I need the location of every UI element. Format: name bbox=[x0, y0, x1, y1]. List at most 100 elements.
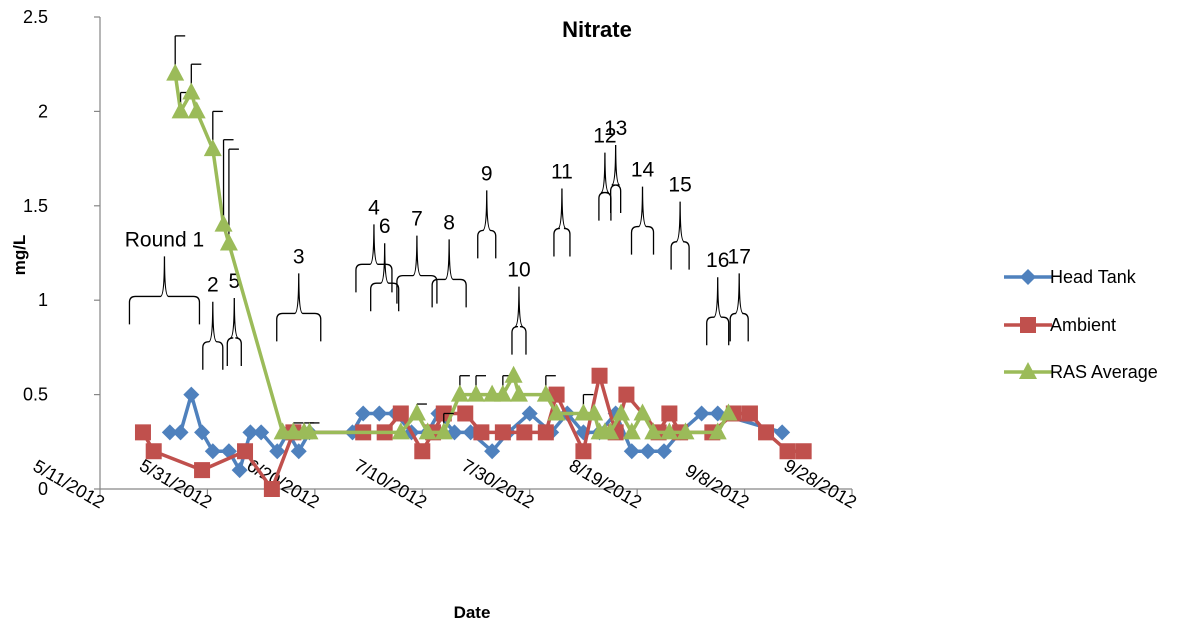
x-tick-label: 9/8/2012 bbox=[682, 460, 753, 512]
data-point bbox=[371, 405, 388, 422]
data-point bbox=[644, 422, 663, 440]
data-point bbox=[547, 403, 566, 421]
legend-item-ambient: Ambient bbox=[1004, 315, 1116, 335]
round-label: 15 bbox=[668, 174, 691, 197]
data-point bbox=[741, 405, 758, 422]
data-point bbox=[537, 424, 554, 441]
data-point bbox=[661, 405, 678, 422]
data-point bbox=[639, 443, 656, 460]
data-point bbox=[214, 214, 233, 232]
round-label: 5 bbox=[228, 270, 240, 293]
round-annotation: 15 bbox=[668, 174, 692, 270]
x-tick-label: 7/10/2012 bbox=[351, 455, 430, 512]
legend-label: Ambient bbox=[1050, 315, 1116, 335]
round-annotation: 7 bbox=[396, 208, 438, 304]
round-annotation: 4 bbox=[355, 196, 393, 293]
round-label: 17 bbox=[728, 245, 751, 268]
x-axis-title: Date bbox=[454, 603, 491, 622]
brace-shape bbox=[396, 235, 438, 304]
data-point bbox=[203, 139, 222, 157]
data-point bbox=[633, 403, 652, 421]
y-tick-label: 1 bbox=[38, 290, 48, 310]
legend-label: RAS Average bbox=[1050, 362, 1158, 382]
round-label: 3 bbox=[293, 245, 305, 268]
brace-shape bbox=[202, 301, 224, 370]
y-axis-title: mg/L bbox=[10, 235, 29, 276]
data-point bbox=[414, 443, 431, 460]
data-point bbox=[290, 443, 307, 460]
data-point bbox=[708, 422, 727, 440]
data-point bbox=[182, 82, 201, 100]
data-point bbox=[1019, 362, 1037, 379]
data-point bbox=[504, 365, 523, 383]
series-ras-average bbox=[166, 35, 738, 440]
data-point bbox=[237, 443, 254, 460]
data-point bbox=[758, 424, 775, 441]
legend-label: Head Tank bbox=[1050, 267, 1137, 287]
x-tick-label: 9/28/2012 bbox=[781, 455, 860, 512]
x-tick-label: 7/30/2012 bbox=[458, 455, 537, 512]
round-annotation: 16 bbox=[706, 249, 729, 346]
data-point bbox=[618, 386, 635, 403]
data-point bbox=[473, 424, 490, 441]
data-point bbox=[656, 443, 672, 460]
data-point bbox=[493, 384, 512, 402]
y-tick-label: 1.5 bbox=[23, 196, 48, 216]
data-point bbox=[516, 424, 533, 441]
data-point bbox=[660, 422, 679, 440]
y-tick-label: 0.5 bbox=[23, 385, 48, 405]
data-point bbox=[450, 384, 469, 402]
data-point bbox=[418, 422, 437, 440]
data-point bbox=[194, 424, 211, 441]
brace-shape bbox=[431, 239, 467, 308]
x-tick-label: 8/19/2012 bbox=[566, 455, 645, 512]
round-label: Round 1 bbox=[125, 228, 204, 251]
brace-shape bbox=[128, 256, 201, 325]
data-point bbox=[166, 63, 185, 81]
data-point bbox=[145, 443, 162, 460]
data-point bbox=[612, 403, 631, 421]
data-point bbox=[585, 403, 604, 421]
round-label: 6 bbox=[379, 215, 391, 238]
data-point bbox=[676, 422, 695, 440]
data-point bbox=[774, 424, 791, 441]
data-point bbox=[536, 384, 555, 402]
round-label: 2 bbox=[207, 274, 219, 297]
round-label: 7 bbox=[411, 208, 423, 231]
round-annotation: Round 1 bbox=[125, 228, 204, 325]
legend-item-head-tank: Head Tank bbox=[1004, 267, 1137, 287]
data-point bbox=[591, 367, 608, 384]
y-tick-label: 0 bbox=[38, 479, 48, 499]
round-annotation: 8 bbox=[431, 211, 467, 308]
data-point bbox=[242, 424, 259, 441]
data-point bbox=[521, 405, 538, 422]
round-annotation: 5 bbox=[226, 270, 242, 366]
data-point bbox=[1020, 317, 1036, 333]
chart-title: Nitrate bbox=[562, 17, 632, 42]
data-point bbox=[434, 422, 453, 440]
data-point bbox=[622, 422, 641, 440]
data-point bbox=[693, 405, 710, 422]
round-label: 12 bbox=[593, 125, 616, 148]
round-annotation: 6 bbox=[370, 215, 400, 312]
data-point bbox=[1020, 269, 1036, 285]
y-tick-label: 2.5 bbox=[23, 7, 48, 27]
brace-shape bbox=[276, 273, 322, 342]
data-point bbox=[623, 443, 640, 460]
data-point bbox=[194, 462, 211, 479]
round-annotation: 13 bbox=[604, 117, 627, 214]
round-annotation: 3 bbox=[276, 245, 322, 342]
legend-item-ras-average: RAS Average bbox=[1004, 362, 1158, 382]
y-tick-label: 2 bbox=[38, 101, 48, 121]
data-point bbox=[161, 424, 178, 441]
round-label: 14 bbox=[631, 159, 655, 182]
brace-shape bbox=[226, 297, 242, 366]
round-annotation: 10 bbox=[507, 259, 531, 355]
round-annotation: 12 bbox=[593, 125, 617, 221]
round-label: 8 bbox=[443, 211, 455, 234]
round-annotation: 17 bbox=[728, 245, 751, 342]
round-label: 10 bbox=[507, 259, 530, 282]
